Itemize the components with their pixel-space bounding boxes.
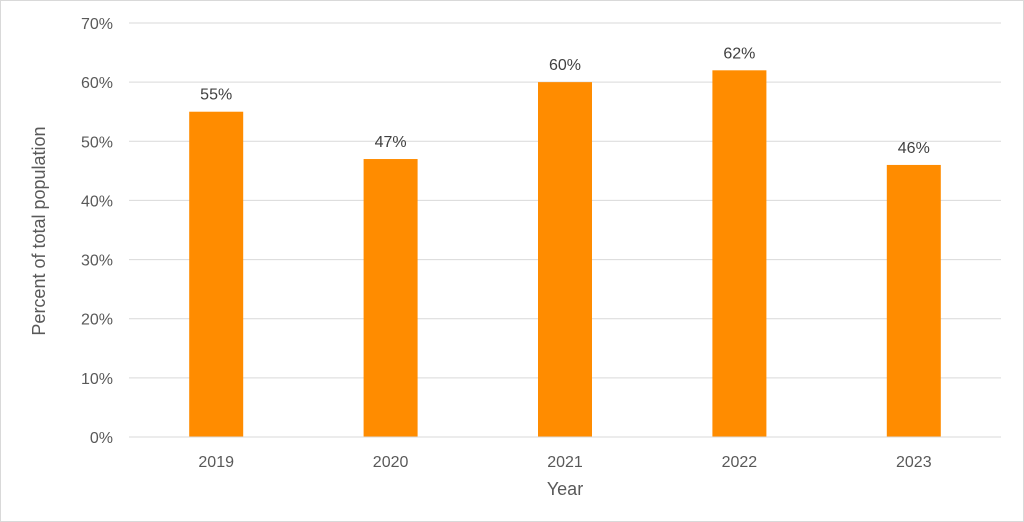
data-label: 46% [898, 140, 930, 157]
data-label: 47% [375, 134, 407, 151]
bar-2020 [363, 159, 418, 437]
y-tick-label: 30% [81, 253, 113, 270]
bar-2021 [538, 82, 592, 438]
y-tick-label: 40% [81, 193, 113, 210]
bar-2019 [189, 111, 244, 437]
bar-2022 [712, 70, 767, 438]
y-tick-label: 50% [81, 134, 113, 151]
y-tick-label: 0% [90, 430, 113, 447]
y-tick-label: 20% [81, 312, 113, 329]
y-axis-title: Percent of total population [29, 126, 49, 335]
x-axis-ticks: 2019 2020 2021 2022 2023 [198, 454, 931, 471]
x-tick-label: 2023 [896, 454, 932, 471]
x-tick-label: 2022 [722, 454, 758, 471]
data-label: 55% [200, 87, 232, 104]
x-tick-label: 2021 [547, 454, 583, 471]
x-tick-label: 2020 [373, 454, 409, 471]
data-labels: 55% 47% 60% 62% 46% [200, 45, 930, 157]
data-label: 62% [723, 45, 755, 62]
y-axis-ticks: 0% 10% 20% 30% 40% 50% 60% 70% [81, 16, 113, 447]
bar-2023 [886, 164, 941, 437]
x-tick-label: 2019 [198, 454, 234, 471]
y-tick-label: 60% [81, 75, 113, 92]
y-tick-label: 10% [81, 371, 113, 388]
data-label: 60% [549, 57, 581, 74]
y-tick-label: 70% [81, 16, 113, 33]
x-axis-title: Year [547, 479, 583, 499]
bars [189, 70, 941, 438]
